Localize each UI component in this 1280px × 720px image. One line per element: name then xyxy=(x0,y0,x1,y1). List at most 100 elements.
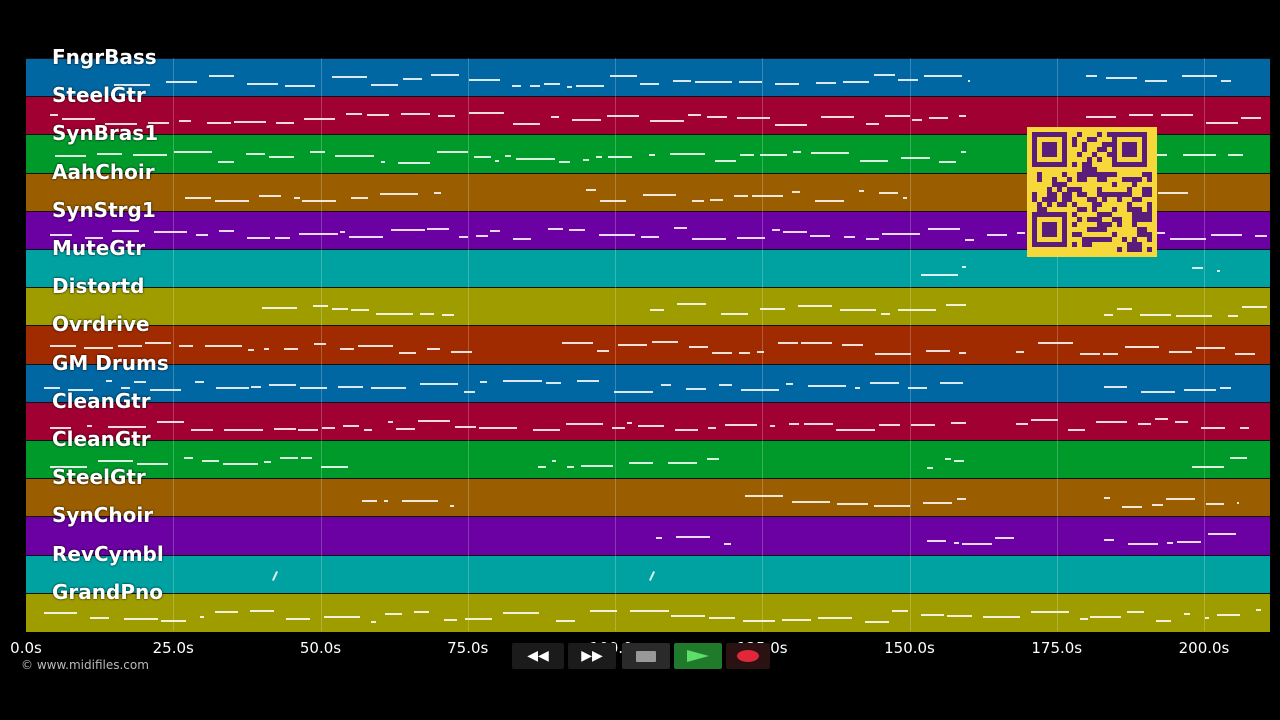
note-mark xyxy=(1208,533,1237,536)
note-mark xyxy=(897,309,937,312)
record-button[interactable] xyxy=(726,643,770,669)
note-mark xyxy=(1175,314,1212,317)
note-mark xyxy=(820,116,854,118)
note-mark xyxy=(85,236,103,239)
time-tick-label: 75.0s xyxy=(447,639,489,657)
note-mark xyxy=(661,383,672,386)
note-mark xyxy=(630,610,669,613)
note-mark xyxy=(781,618,812,621)
note-mark xyxy=(1030,611,1070,614)
note-mark xyxy=(595,155,603,158)
track-name-label: SteelGtr xyxy=(52,83,146,108)
note-mark xyxy=(1217,613,1241,616)
note-mark xyxy=(293,196,300,199)
note-mark xyxy=(200,616,205,619)
note-mark xyxy=(215,386,249,389)
note-mark xyxy=(49,466,88,469)
note-mark xyxy=(455,426,477,429)
note-mark xyxy=(191,428,214,431)
note-mark xyxy=(414,611,429,614)
note-mark xyxy=(686,387,706,390)
note-mark xyxy=(285,617,311,620)
note-mark xyxy=(1086,75,1097,78)
note-mark xyxy=(923,74,962,77)
track-lane xyxy=(26,554,1270,594)
note-mark xyxy=(444,618,457,621)
note-mark xyxy=(538,465,547,468)
note-mark xyxy=(879,424,900,427)
note-mark xyxy=(43,611,77,614)
play-button[interactable] xyxy=(674,643,722,669)
note-mark xyxy=(1192,466,1225,469)
note-mark xyxy=(117,344,142,347)
note-mark xyxy=(946,304,967,307)
note-mark xyxy=(808,385,847,388)
note-mark xyxy=(589,609,617,612)
note-mark xyxy=(947,614,973,617)
note-mark xyxy=(670,153,706,156)
note-mark xyxy=(351,196,369,199)
note-mark xyxy=(503,612,539,615)
note-mark xyxy=(656,536,663,539)
note-mark xyxy=(512,84,521,87)
note-mark xyxy=(376,313,413,316)
note-mark xyxy=(1161,114,1194,117)
note-mark xyxy=(610,74,637,77)
note-mark xyxy=(250,609,275,612)
note-mark xyxy=(649,119,684,122)
note-mark xyxy=(908,386,927,389)
note-mark xyxy=(606,114,640,117)
note-mark xyxy=(55,155,87,158)
note-mark xyxy=(724,423,757,426)
note-mark xyxy=(263,348,269,351)
note-mark xyxy=(673,79,691,82)
note-mark xyxy=(786,383,794,386)
note-mark xyxy=(561,342,593,345)
note-mark xyxy=(865,123,880,126)
note-mark xyxy=(1228,314,1238,317)
note-mark xyxy=(637,424,664,427)
qr-code[interactable] xyxy=(1027,127,1157,257)
track-lane xyxy=(26,478,1270,518)
qr-code-icon xyxy=(1032,132,1152,252)
stop-button[interactable] xyxy=(622,643,670,669)
note-mark xyxy=(648,153,655,156)
fast-forward-button[interactable]: ▶▶ xyxy=(568,643,616,669)
note-mark xyxy=(901,157,930,160)
note-mark xyxy=(707,115,728,118)
note-mark xyxy=(442,314,454,317)
note-mark xyxy=(468,79,500,82)
track-name-label: SteelGtr xyxy=(52,465,146,490)
note-mark xyxy=(708,616,736,619)
note-mark xyxy=(349,236,384,239)
note-mark xyxy=(596,350,609,353)
track-name-label: MuteGtr xyxy=(52,236,146,260)
track-name-label: RevCymbl xyxy=(52,541,164,566)
note-mark xyxy=(269,384,297,387)
note-mark xyxy=(1155,620,1172,623)
note-mark xyxy=(1103,352,1119,355)
note-mark xyxy=(1192,267,1203,270)
track-lane xyxy=(26,363,1270,403)
note-mark xyxy=(476,234,489,237)
note-mark xyxy=(859,190,864,193)
note-mark xyxy=(465,617,492,620)
note-mark xyxy=(938,160,957,163)
note-mark xyxy=(284,348,299,351)
track-name-label: GrandPno xyxy=(52,579,163,604)
note-mark xyxy=(301,199,337,202)
note-mark xyxy=(719,383,732,386)
note-mark xyxy=(104,123,138,126)
note-mark xyxy=(1128,114,1154,117)
note-mark xyxy=(251,386,262,389)
note-mark xyxy=(1080,352,1101,355)
rewind-button[interactable]: ◀◀ xyxy=(512,643,564,669)
note-mark xyxy=(185,197,212,200)
note-mark xyxy=(1126,611,1144,614)
note-mark xyxy=(566,465,575,468)
note-mark xyxy=(90,616,109,619)
note-mark xyxy=(1152,504,1163,507)
note-mark xyxy=(694,81,733,84)
note-mark xyxy=(1148,153,1168,156)
